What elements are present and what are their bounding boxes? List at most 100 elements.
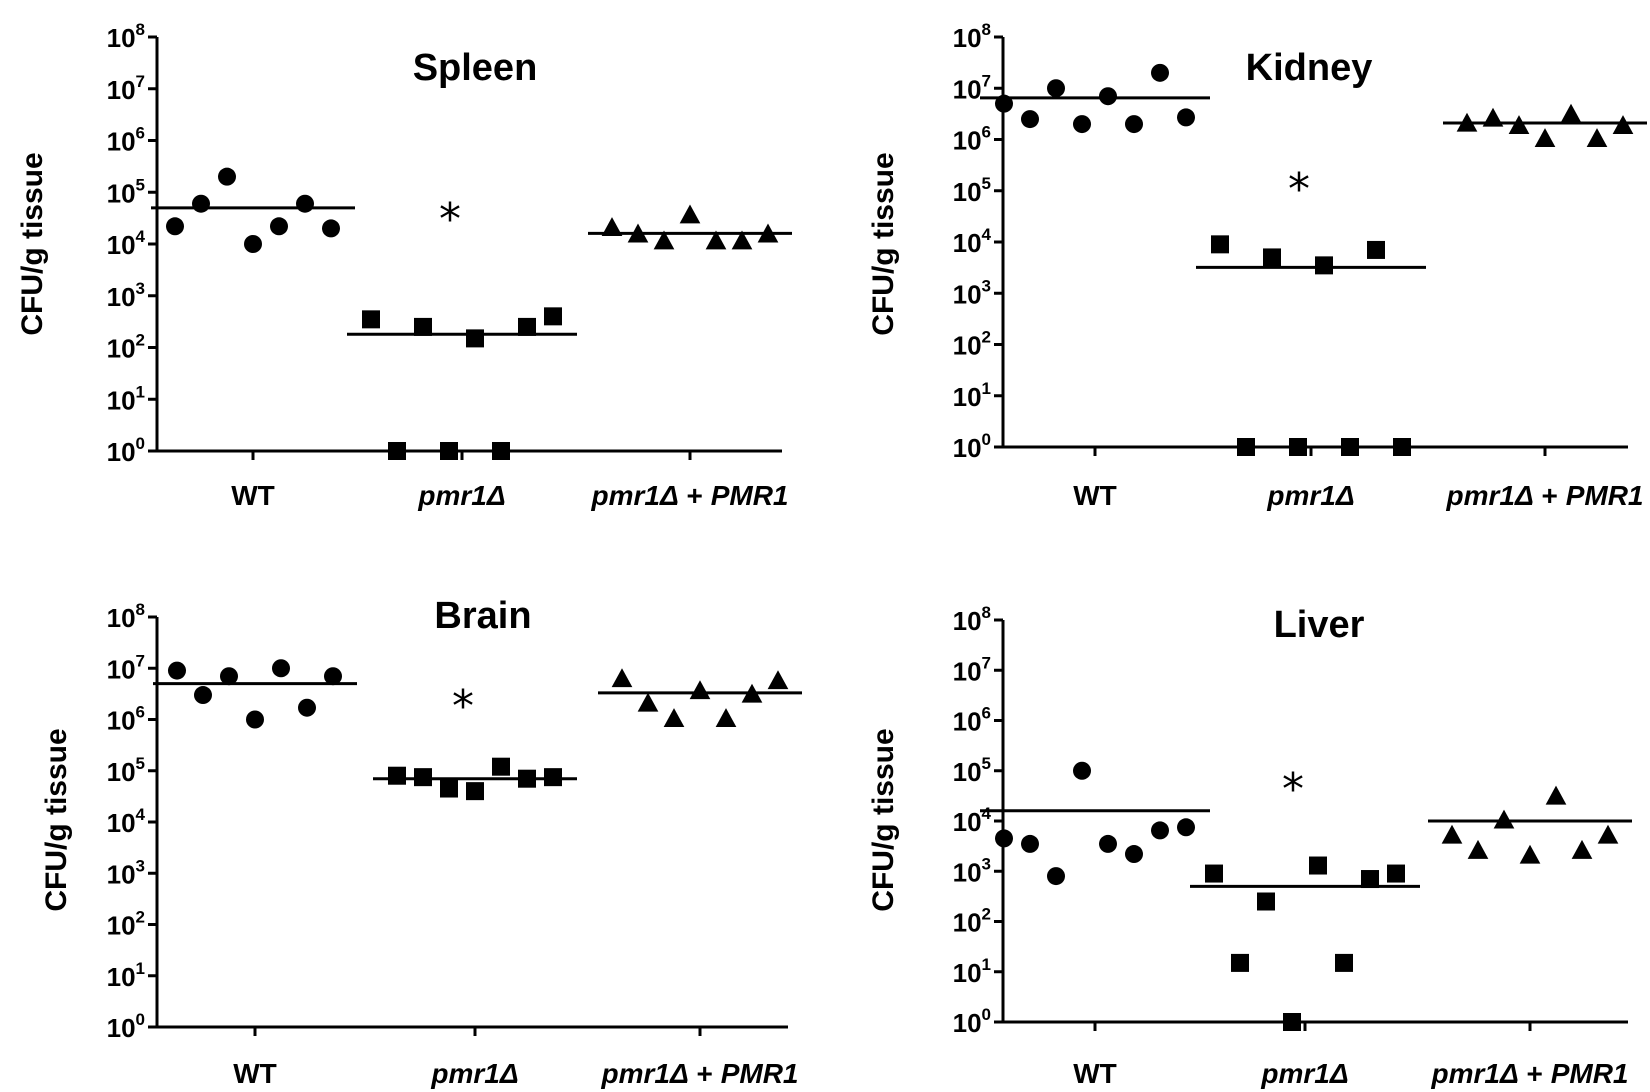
x-tick-label: pmr1Δ + PMR1 [601,1058,799,1089]
data-point [322,219,340,238]
y-tick-label: 105 [107,754,145,787]
y-tick-label: 102 [107,908,145,941]
data-point [544,768,562,787]
data-point [653,230,675,250]
data-point [1047,867,1065,886]
significance-marker: * [439,194,461,245]
data-point [1597,824,1619,844]
data-point [1289,438,1307,456]
data-point [1508,115,1530,134]
data-point [440,442,458,460]
data-point [995,829,1013,848]
data-point [466,329,484,348]
data-point [1341,438,1359,456]
y-tick-label: 105 [953,754,991,787]
data-point [1177,108,1195,127]
data-point [388,766,406,785]
y-tick-label: 106 [953,704,991,737]
data-point [1073,115,1091,134]
y-tick-label: 100 [107,1010,145,1043]
data-point [414,768,432,787]
y-tick-label: 104 [953,804,992,837]
x-tick-label: WT [1073,480,1117,511]
x-tick-label: pmr1Δ [1260,1058,1348,1089]
x-tick-label: pmr1Δ + PMR1 [1431,1058,1629,1089]
data-point [324,667,342,686]
y-tick-label: 101 [953,379,991,412]
data-point [1441,824,1463,844]
x-tick-label: WT [1073,1058,1117,1089]
chart-title: Spleen [413,47,538,89]
data-point [601,217,623,236]
data-point [767,670,789,690]
y-tick-label: 100 [953,430,991,463]
series-2 [1428,785,1632,864]
data-point [1177,818,1195,837]
data-point [1519,844,1541,864]
data-point [611,668,633,688]
data-point [1560,103,1582,123]
data-point [492,442,510,460]
panel-brain: 100 101 102 103 104 105 106 107 108 WT pmr1Δ pmr1Δ … [40,595,802,1089]
y-tick-label: 108 [953,603,991,636]
series-0 [980,63,1210,134]
y-axis-label: CFU/g tissue [40,728,73,911]
data-point [1387,864,1405,883]
data-point [1309,856,1327,875]
data-point [1315,256,1333,275]
panel-kidney: 100 101 102 103 104 105 106 107 108 WT pmr1Δ pmr1Δ … [867,20,1647,511]
data-point [1237,438,1255,456]
y-tick-label: 106 [953,123,991,156]
data-point [1231,953,1249,972]
data-point [1099,87,1117,106]
series-1: * [373,681,577,801]
data-point [1073,761,1091,780]
data-point [440,779,458,798]
data-point [1125,845,1143,864]
data-point [1151,821,1169,840]
y-tick-label: 103 [953,854,991,887]
y-tick-label: 107 [107,651,145,684]
data-point [492,757,510,776]
y-tick-label: 101 [953,955,991,988]
data-point [663,708,685,728]
y-tick-label: 107 [953,653,991,686]
chart-title: Liver [1274,604,1365,646]
data-point [715,708,737,728]
data-point [1125,115,1143,134]
y-axis-label: CFU/g tissue [16,152,49,335]
data-point [705,230,727,250]
chart-title: Kidney [1246,47,1373,89]
data-point [466,782,484,801]
x-tick-label: pmr1Δ [1266,480,1354,511]
series-0 [151,167,355,253]
data-point [1361,870,1379,889]
data-point [272,659,290,678]
y-tick-label: 106 [107,124,145,157]
data-point [637,692,659,712]
data-point [1211,235,1229,254]
y-axis-label: CFU/g tissue [867,728,900,911]
data-point [1257,892,1275,911]
data-point [244,235,262,253]
data-point [246,710,264,729]
series-1: * [347,194,577,460]
data-point [298,698,316,717]
data-point [689,680,711,700]
y-tick-label: 105 [953,174,991,207]
series-0 [153,659,357,729]
data-point [1021,834,1039,853]
data-point [1534,128,1556,148]
y-tick-label: 104 [107,805,146,838]
data-point [1047,79,1065,98]
x-tick-label: WT [231,480,275,511]
y-tick-label: 102 [107,331,145,364]
x-tick-label: pmr1Δ + PMR1 [1446,480,1644,511]
y-tick-label: 108 [107,600,145,633]
data-point [731,230,753,250]
data-point [1263,248,1281,267]
significance-marker: * [1288,164,1310,215]
y-tick-label: 107 [953,71,991,104]
data-point [1283,1013,1301,1031]
